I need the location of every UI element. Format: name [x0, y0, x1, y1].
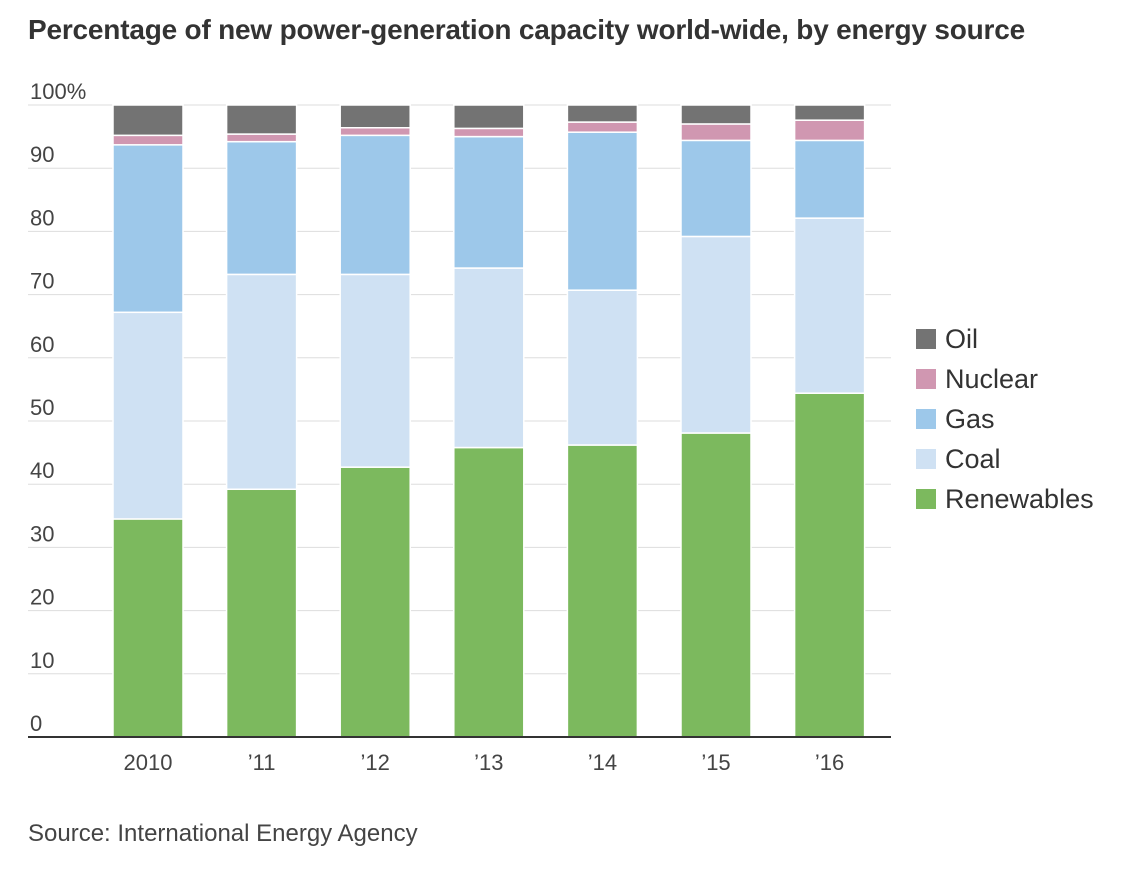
bar-segment-renewables — [453, 446, 525, 738]
bar-segment-nuclear — [566, 121, 639, 133]
bar-segment-nuclear — [680, 123, 752, 142]
bar-segment-renewables — [339, 466, 411, 738]
legend-label-renewables: Renewables — [945, 484, 1094, 514]
x-tick-label: ’16 — [815, 750, 844, 775]
y-tick-label: 40 — [30, 458, 54, 483]
bar-segment-nuclear — [793, 119, 866, 142]
y-tick-label: 10 — [30, 648, 54, 673]
legend-label-oil: Oil — [945, 324, 978, 354]
bar-segment-gas — [453, 135, 525, 269]
x-tick-label: ’15 — [701, 750, 730, 775]
chart-title: Percentage of new power-generation capac… — [28, 14, 1025, 45]
bar-segment-nuclear — [112, 134, 184, 146]
bar-segment-gas — [112, 144, 184, 314]
bar-segment-oil — [566, 104, 639, 123]
bar-segment-nuclear — [339, 127, 411, 137]
legend-label-nuclear: Nuclear — [945, 364, 1038, 394]
bar-segment-coal — [566, 289, 639, 446]
bar-segment-gas — [680, 139, 752, 238]
x-tick-label: 2010 — [124, 750, 173, 775]
legend-swatch-gas — [916, 409, 936, 429]
bar-segment-gas — [225, 140, 298, 276]
bar-segment-coal — [339, 273, 411, 468]
legend-swatch-nuclear — [916, 369, 936, 389]
y-tick-label: 80 — [30, 205, 54, 230]
bar-segment-oil — [453, 104, 525, 130]
bar-segment-renewables — [225, 488, 298, 738]
y-tick-label: 20 — [30, 585, 54, 610]
legend-swatch-coal — [916, 449, 936, 469]
bar-segment-nuclear — [225, 133, 298, 143]
y-tick-label: 60 — [30, 332, 54, 357]
legend-label-coal: Coal — [945, 444, 1001, 474]
x-tick-label: ’14 — [588, 750, 617, 775]
x-tick-label: ’11 — [248, 750, 276, 775]
legend: Oil Nuclear Gas Coal Renewables — [916, 324, 1094, 514]
y-tick-label: 90 — [30, 142, 54, 167]
bar-segment-gas — [339, 134, 411, 276]
bar-segment-gas — [566, 131, 639, 291]
bar-segment-nuclear — [453, 127, 525, 138]
x-tick-label: ’13 — [474, 750, 503, 775]
legend-label-gas: Gas — [945, 404, 995, 434]
y-tick-label: 50 — [30, 395, 54, 420]
bar-segment-oil — [112, 104, 184, 137]
bar-segment-coal — [112, 311, 184, 520]
bar-segment-gas — [793, 139, 866, 219]
x-tick-label: ’12 — [361, 750, 390, 775]
legend-swatch-renewables — [916, 489, 936, 509]
bar-segment-renewables — [566, 444, 639, 738]
bar-segment-oil — [339, 104, 411, 129]
bar-segment-oil — [793, 104, 866, 121]
y-tick-label: 30 — [30, 521, 54, 546]
bar-segment-oil — [225, 104, 298, 135]
source-note: Source: International Energy Agency — [28, 820, 418, 847]
bar-segment-renewables — [112, 518, 184, 738]
y-tick-label: 100% — [30, 79, 86, 104]
y-tick-label: 70 — [30, 269, 54, 294]
bar-segment-oil — [680, 104, 752, 125]
y-tick-label: 0 — [30, 711, 42, 736]
legend-swatch-oil — [916, 329, 936, 349]
bars — [112, 104, 866, 738]
bar-segment-coal — [225, 273, 298, 491]
bar-segment-coal — [793, 217, 866, 394]
bar-segment-coal — [680, 235, 752, 434]
bar-segment-coal — [453, 267, 525, 449]
bar-segment-renewables — [680, 432, 752, 738]
axes: 0 10 20 30 40 50 60 70 80 90 100% 2010 ’11 ’12 ’13 ’14 ’… — [28, 79, 891, 775]
bar-segment-renewables — [793, 392, 866, 738]
